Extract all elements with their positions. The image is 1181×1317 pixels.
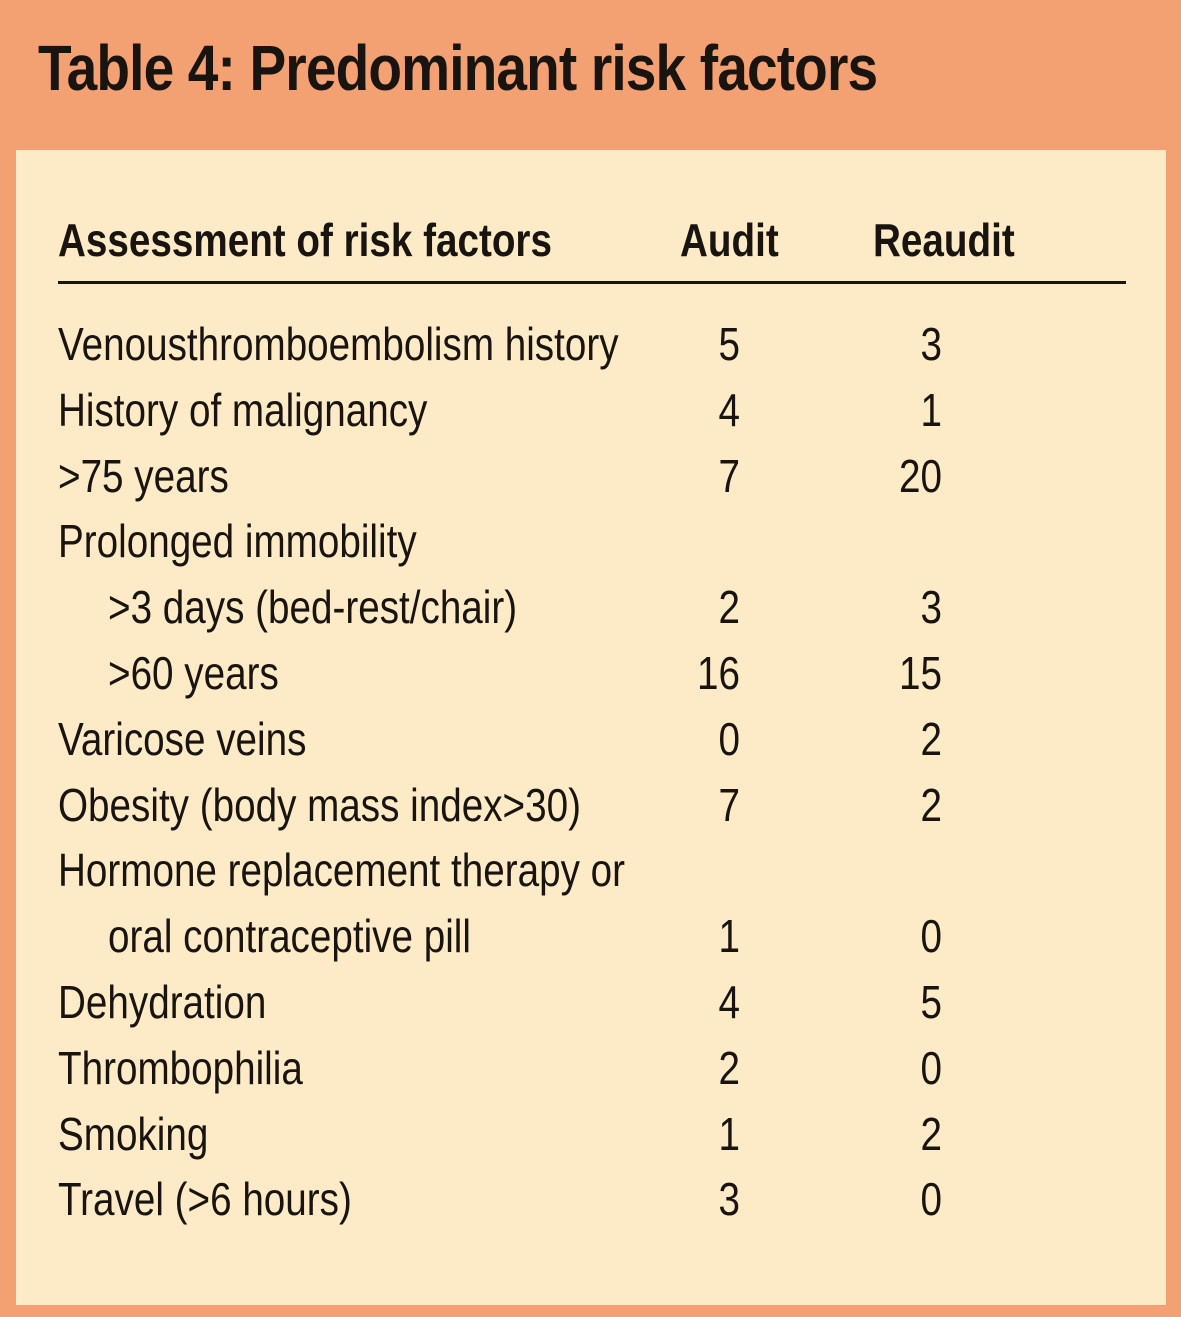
- risk-factor-label: Travel (>6 hours): [58, 1173, 352, 1226]
- reaudit-value: 0: [920, 1173, 942, 1226]
- audit-value: 3: [718, 1173, 740, 1226]
- table-row: Travel (>6 hours) 3 0: [0, 1167, 1181, 1233]
- table-row: Venousthromboembolism history 5 3: [0, 312, 1181, 378]
- risk-factor-label: oral contraceptive pill: [108, 910, 471, 963]
- reaudit-value: 2: [920, 712, 942, 765]
- audit-value: 16: [697, 646, 740, 699]
- table-body: Venousthromboembolism history 5 3 History o…: [0, 312, 1181, 1233]
- reaudit-value: 15: [899, 646, 942, 699]
- risk-factor-label: >75 years: [58, 449, 229, 502]
- risk-factor-label: Dehydration: [58, 975, 267, 1028]
- table-row: Varicose veins 0 2: [0, 707, 1181, 773]
- audit-value: 0: [718, 712, 740, 765]
- reaudit-value: 5: [920, 975, 942, 1028]
- reaudit-value: 3: [920, 318, 942, 370]
- column-header-assessment: Assessment of risk factors: [58, 214, 552, 266]
- reaudit-value: 0: [920, 1041, 942, 1094]
- table-row: Prolonged immobility: [0, 509, 1181, 575]
- reaudit-value: 1: [920, 383, 942, 436]
- risk-factor-label: Venousthromboembolism history: [58, 318, 619, 370]
- table-row: Smoking 1 2: [0, 1102, 1181, 1168]
- risk-factor-label: Prolonged immobility: [58, 515, 417, 568]
- risk-factor-label: >60 years: [108, 646, 279, 699]
- table-row: History of malignancy 4 1: [0, 378, 1181, 444]
- audit-value: 2: [718, 581, 740, 634]
- audit-value: 4: [718, 975, 740, 1028]
- table-title: Table 4: Predominant risk factors: [38, 32, 878, 104]
- reaudit-value: 3: [920, 581, 942, 634]
- header-rule: [58, 281, 1126, 284]
- table-panel: [16, 150, 1166, 1305]
- table-row: oral contraceptive pill 1 0: [0, 904, 1181, 970]
- audit-value: 4: [718, 383, 740, 436]
- audit-value: 7: [718, 778, 740, 831]
- reaudit-value: 20: [899, 449, 942, 502]
- table-row: Thrombophilia 2 0: [0, 1036, 1181, 1102]
- column-header-audit: Audit: [680, 214, 779, 266]
- audit-value: 1: [718, 910, 740, 963]
- risk-factor-label: Hormone replacement therapy or: [58, 844, 625, 897]
- risk-factor-label: Obesity (body mass index>30): [58, 778, 581, 831]
- audit-value: 2: [718, 1041, 740, 1094]
- audit-value: 5: [718, 318, 740, 370]
- reaudit-value: 0: [920, 910, 942, 963]
- risk-factor-label: History of malignancy: [58, 383, 428, 436]
- audit-value: 7: [718, 449, 740, 502]
- table-row: >3 days (bed-rest/chair) 2 3: [0, 575, 1181, 641]
- risk-factor-label: >3 days (bed-rest/chair): [108, 581, 518, 634]
- risk-factor-label: Smoking: [58, 1107, 209, 1160]
- table-row: >75 years 7 20: [0, 444, 1181, 510]
- reaudit-value: 2: [920, 778, 942, 831]
- risk-factor-label: Varicose veins: [58, 712, 307, 765]
- table-header: Assessment of risk factors Audit Reaudit: [58, 205, 1128, 275]
- table-row: Hormone replacement therapy or: [0, 838, 1181, 904]
- table-row: Dehydration 4 5: [0, 970, 1181, 1036]
- reaudit-value: 2: [920, 1107, 942, 1160]
- audit-value: 1: [718, 1107, 740, 1160]
- column-header-reaudit: Reaudit: [873, 214, 1015, 266]
- table-row: Obesity (body mass index>30) 7 2: [0, 773, 1181, 839]
- risk-factor-label: Thrombophilia: [58, 1041, 303, 1094]
- table-row: >60 years 16 15: [0, 641, 1181, 707]
